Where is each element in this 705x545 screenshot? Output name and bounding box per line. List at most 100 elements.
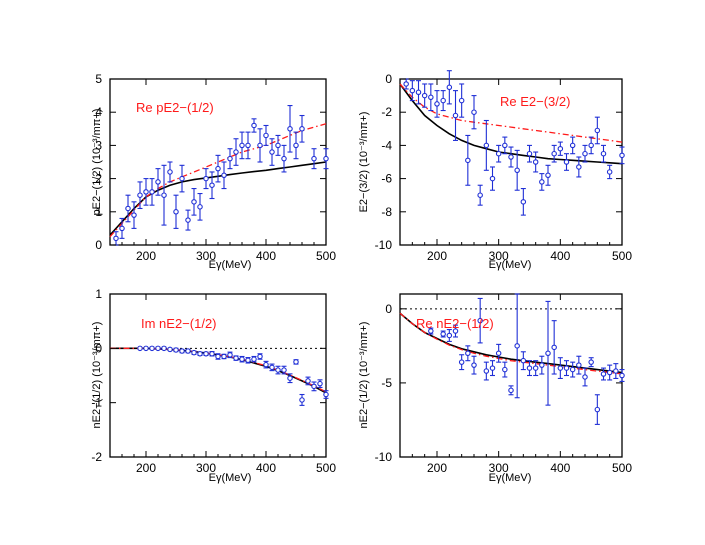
x-tick-label: 300: [196, 461, 216, 475]
data-marker: [508, 154, 514, 160]
data-point: [113, 231, 119, 246]
panel-ticks: 200 300 400 500 0 -2 -4 -6 -8 -10: [375, 72, 633, 263]
data-marker: [539, 179, 545, 185]
x-tick-label: 400: [256, 249, 276, 263]
data-marker: [251, 356, 257, 362]
y-tick-label: 1: [95, 205, 102, 219]
data-marker: [532, 365, 539, 371]
model-curve-dashdot: [399, 83, 623, 143]
data-marker: [446, 84, 453, 91]
data-marker: [281, 155, 287, 162]
data-marker: [502, 142, 508, 149]
panel-title: Re pE2−(1/2): [136, 100, 214, 115]
data-point: [545, 164, 551, 186]
x-tick-label: 500: [612, 461, 632, 475]
data-point: [514, 149, 520, 191]
data-marker: [323, 155, 329, 162]
data-marker: [173, 209, 179, 215]
data-point: [539, 173, 545, 191]
data-point: [281, 365, 287, 375]
data-point: [263, 360, 269, 369]
panel-title: Re nE2−(1/2): [416, 316, 494, 331]
data-point: [588, 136, 594, 155]
y-axis-label: E2−(3/2) (10⁻³/mπ+): [358, 112, 370, 213]
data-point: [452, 90, 459, 141]
data-point: [428, 327, 434, 335]
x-tick-label: 500: [316, 249, 336, 263]
data-marker: [520, 199, 527, 205]
panel-ticks: 200 300 400 500 0 1 2 3 4 5: [95, 72, 336, 263]
data-point: [179, 348, 185, 354]
data-point: [563, 153, 570, 171]
data-point: [323, 390, 329, 399]
data-point: [215, 353, 221, 360]
data-point: [465, 134, 471, 186]
data-point: [311, 381, 317, 392]
data-marker: [489, 365, 496, 371]
y-tick-label: 2: [95, 172, 102, 186]
data-point: [551, 320, 557, 375]
data-marker: [477, 317, 483, 324]
data-point: [269, 363, 275, 372]
data-marker: [137, 345, 143, 352]
x-tick-label: 300: [196, 249, 216, 263]
data-marker: [131, 212, 137, 218]
data-marker: [239, 356, 245, 362]
y-tick-label: 5: [95, 72, 102, 86]
data-marker: [600, 371, 607, 377]
data-marker: [569, 142, 576, 149]
x-tick-label: 400: [256, 461, 276, 475]
data-point: [215, 154, 221, 183]
data-point: [477, 297, 483, 344]
data-point: [428, 83, 434, 112]
data-marker: [452, 112, 459, 119]
data-marker: [508, 387, 514, 394]
x-axis-label: Eγ(MeV): [489, 259, 532, 271]
data-marker: [197, 204, 203, 210]
data-marker: [563, 365, 570, 371]
x-tick-label: 300: [489, 461, 509, 475]
data-marker: [227, 352, 233, 358]
data-marker: [257, 353, 263, 360]
data-point: [179, 164, 185, 193]
data-marker: [526, 365, 533, 371]
data-point: [131, 201, 137, 229]
data-marker: [495, 350, 502, 357]
data-point: [502, 361, 508, 378]
data-marker: [275, 367, 281, 373]
y-axis-label: nE2−(1/2) (10⁻³/mπ+): [91, 322, 103, 429]
data-point: [606, 364, 613, 381]
x-tick-label: 200: [136, 461, 156, 475]
data-marker: [281, 367, 287, 373]
data-marker: [179, 175, 185, 182]
data-marker: [557, 365, 564, 371]
data-marker: [403, 81, 409, 87]
data-point: [421, 83, 428, 108]
data-marker: [465, 157, 471, 164]
y-tick-label: 4: [95, 105, 102, 119]
data-marker: [606, 169, 613, 175]
y-tick-label: -6: [381, 172, 392, 186]
data-marker: [452, 328, 459, 334]
data-marker: [483, 368, 490, 374]
data-point: [415, 80, 422, 105]
y-axis-label: pE2−(1/2) (10⁻³/mπ+): [91, 109, 103, 216]
data-point: [305, 376, 311, 386]
data-point: [251, 355, 257, 363]
data-point: [600, 144, 607, 163]
data-point: [155, 345, 161, 352]
y-tick-label: -5: [381, 376, 392, 390]
data-point: [149, 345, 155, 352]
data-point: [251, 118, 257, 133]
data-point: [185, 209, 191, 231]
data-marker: [155, 345, 161, 352]
data-point: [245, 357, 251, 364]
data-point: [502, 136, 508, 155]
data-marker: [421, 92, 428, 99]
y-tick-label: -1: [91, 396, 102, 410]
data-point: [471, 95, 477, 130]
data-marker: [173, 347, 179, 353]
data-marker: [600, 150, 607, 157]
data-marker: [287, 126, 293, 132]
data-point: [576, 355, 582, 375]
